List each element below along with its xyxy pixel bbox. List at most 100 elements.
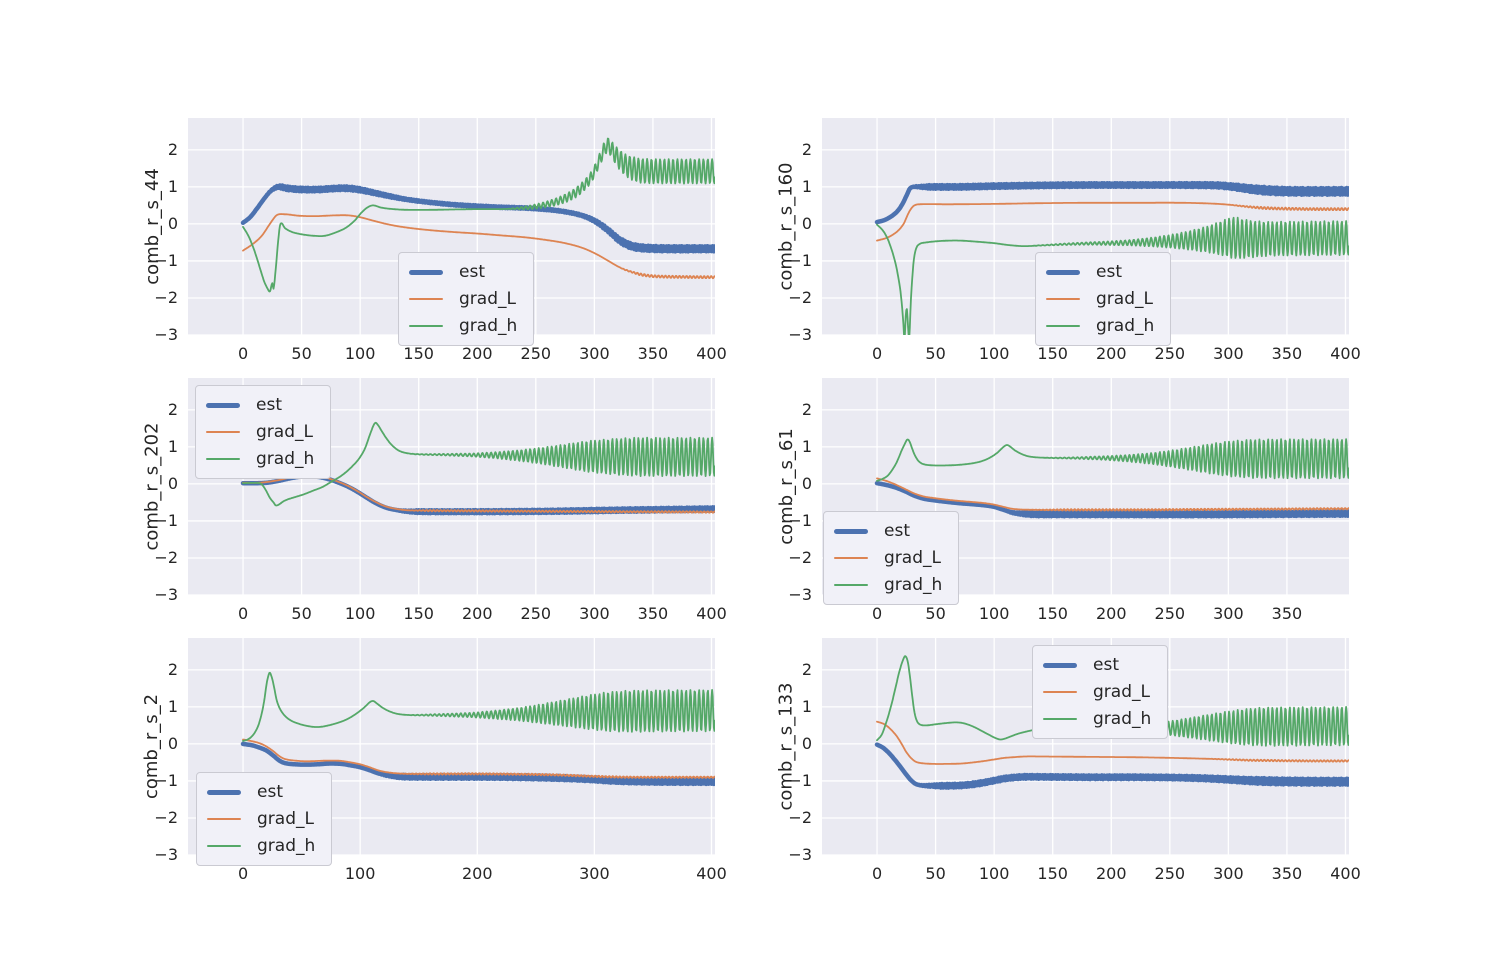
y-tick-label: −1 [788, 250, 812, 270]
legend: est grad_L grad_h [1035, 252, 1172, 346]
legend-swatch-grad_h [206, 457, 240, 461]
x-tick-label: 200 [461, 604, 493, 623]
legend-label: grad_h [1093, 709, 1152, 729]
y-tick-label: 0 [167, 473, 178, 493]
x-tick-label: 100 [978, 604, 1010, 623]
x-tick-label: 400 [696, 344, 727, 363]
series-line-grad_L [876, 720, 1349, 765]
x-tick-label: 100 [344, 604, 376, 623]
x-tick-label: 50 [291, 344, 312, 363]
x-tick-label: 0 [237, 344, 249, 363]
x-tick-label: 200 [1095, 864, 1127, 883]
x-tick-label: 0 [871, 864, 883, 883]
y-tick-label: −3 [788, 845, 812, 864]
legend-item-grad_h: grad_h [1046, 315, 1154, 337]
legend-swatch-grad_L [1043, 690, 1077, 694]
legend-item-est: est [834, 520, 942, 542]
x-tick-label: 50 [291, 604, 312, 623]
legend-swatch-grad_L [1046, 297, 1080, 301]
x-tick-label: 150 [1037, 864, 1068, 883]
x-tick-label: 350 [637, 604, 669, 623]
x-tick-label: 400 [1330, 864, 1361, 883]
legend-label: grad_h [1096, 316, 1155, 336]
y-tick-label: −2 [788, 547, 812, 567]
legend-item-grad_h: grad_h [834, 574, 942, 596]
x-tick-label: 0 [871, 344, 883, 363]
y-tick-label: 0 [167, 213, 178, 233]
x-tick-label: 300 [579, 344, 610, 363]
y-tick-label: 0 [801, 733, 812, 753]
x-tick-label: 250 [1154, 604, 1186, 623]
legend: est grad_L grad_h [1032, 645, 1169, 739]
legend-item-est: est [1043, 654, 1151, 676]
legend-label: grad_h [256, 449, 315, 469]
x-tick-label: 0 [237, 604, 249, 623]
legend-item-grad_L: grad_L [1043, 681, 1151, 703]
y-tick-label: 2 [167, 139, 178, 159]
legend-item-grad_L: grad_L [409, 288, 517, 310]
y-tick-label: −1 [154, 250, 178, 270]
x-tick-label: 0 [237, 864, 249, 883]
legend-swatch-grad_h [207, 844, 241, 848]
legend-item-grad_h: grad_h [206, 448, 314, 470]
legend-label: grad_L [1093, 682, 1150, 702]
series-line-grad_h [876, 438, 1349, 482]
legend-label: grad_h [257, 836, 316, 856]
series-line-grad_L [876, 477, 1349, 512]
subplot-comb_r_s_133: comb_r_s_133 est grad_L grad_h 0 50 100 150… [776, 638, 1361, 883]
x-tick-label: 350 [1271, 864, 1303, 883]
series-line-est [240, 473, 715, 516]
x-tick-label: 0 [871, 604, 883, 623]
legend-label: est [256, 395, 282, 415]
x-tick-label: 250 [1154, 344, 1186, 363]
legend-swatch-est [1043, 662, 1077, 668]
y-tick-label: −2 [154, 807, 178, 827]
legend-swatch-grad_L [409, 297, 443, 301]
series-line-grad_h [876, 216, 1349, 335]
legend-swatch-est [409, 269, 443, 275]
y-tick-label: −1 [154, 770, 178, 790]
legend: est grad_L grad_h [195, 385, 332, 479]
x-tick-label: 200 [1095, 344, 1127, 363]
legend-label: est [1093, 655, 1119, 675]
x-tick-label: 250 [1154, 864, 1186, 883]
legend-item-grad_L: grad_L [834, 547, 942, 569]
x-tick-label: 200 [461, 344, 493, 363]
x-tick-label: 50 [925, 604, 946, 623]
legend-label: grad_L [257, 809, 314, 829]
y-tick-label: 2 [801, 399, 812, 419]
y-tick-label: −3 [154, 325, 178, 344]
x-tick-label: 100 [978, 344, 1010, 363]
legend-swatch-grad_h [834, 583, 868, 587]
y-tick-label: −3 [788, 325, 812, 344]
y-tick-label: 1 [167, 696, 178, 716]
x-tick-label: 400 [696, 864, 727, 883]
y-tick-label: 1 [167, 176, 178, 196]
subplot-comb_r_s_61: comb_r_s_61 est grad_L grad_h 0 50 100 150 2… [776, 378, 1349, 623]
y-tick-label: −1 [788, 770, 812, 790]
y-tick-label: 0 [167, 733, 178, 753]
x-tick-label: 50 [925, 864, 946, 883]
y-tick-label: −2 [788, 287, 812, 307]
y-tick-label: −2 [154, 287, 178, 307]
y-tick-label: 1 [801, 696, 812, 716]
legend-label: grad_h [459, 316, 518, 336]
x-tick-label: 150 [1037, 344, 1068, 363]
legend-swatch-grad_L [207, 817, 241, 821]
y-tick-label: −3 [788, 585, 812, 604]
legend-swatch-grad_L [834, 556, 868, 560]
x-tick-label: 100 [344, 864, 376, 883]
y-tick-label: 0 [801, 473, 812, 493]
x-tick-label: 100 [344, 344, 376, 363]
legend-swatch-est [207, 789, 241, 795]
legend-label: est [459, 262, 485, 282]
y-tick-label: −3 [154, 585, 178, 604]
series-line-est [874, 742, 1349, 790]
legend-item-grad_L: grad_L [206, 421, 314, 443]
x-tick-label: 50 [925, 344, 946, 363]
y-tick-label: 0 [801, 213, 812, 233]
legend-item-est: est [207, 781, 315, 803]
x-tick-label: 200 [1095, 604, 1127, 623]
series-line-est [874, 480, 1349, 519]
subplot-comb_r_s_44: comb_r_s_44 est grad_L grad_h 0 50 100 150 2… [142, 118, 727, 363]
